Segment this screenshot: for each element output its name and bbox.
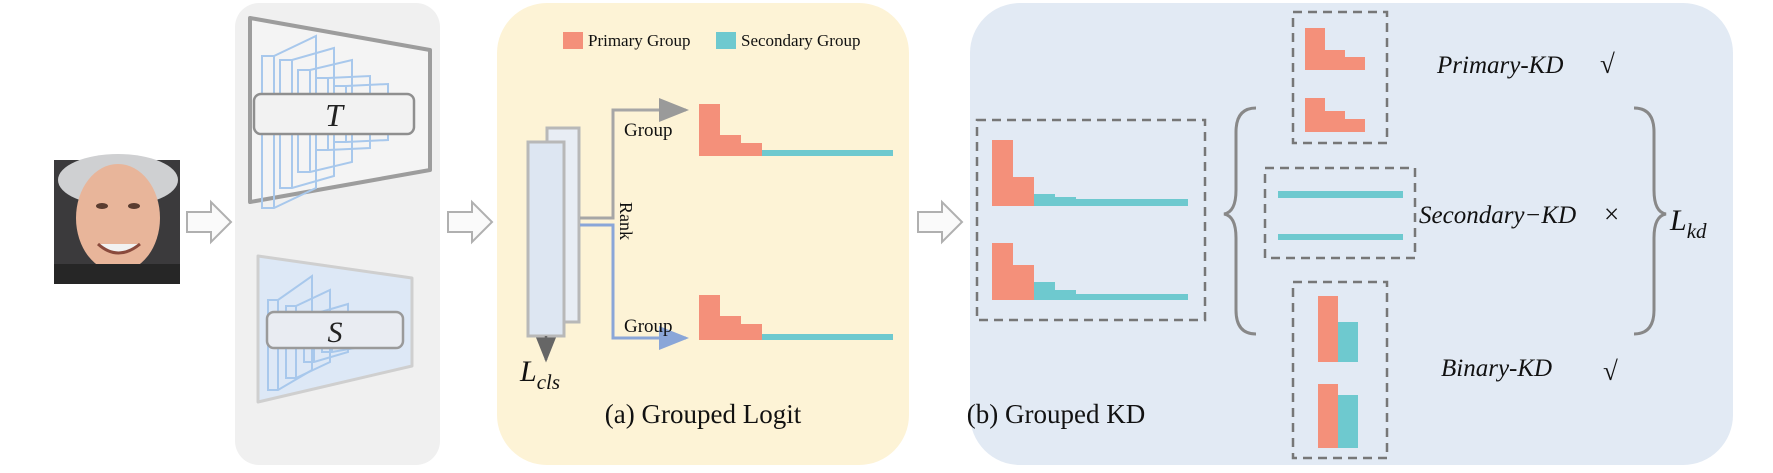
primary-kd-teacher — [1305, 28, 1365, 70]
binary-kd-box — [1291, 280, 1389, 460]
primary-kd-mark: √ — [1600, 49, 1615, 79]
teacher-network: T — [248, 16, 432, 209]
legend-secondary-swatch — [716, 32, 736, 49]
loss-cls-label: Lcls — [519, 355, 560, 394]
legend-secondary-label: Secondary Group — [741, 31, 860, 50]
full-distribution-student — [992, 243, 1188, 300]
teacher-label: T — [325, 97, 345, 133]
flow-arrow-3 — [917, 199, 964, 245]
student-network: S — [256, 254, 414, 404]
secondary-kd-student — [1278, 234, 1403, 240]
binary-kd-student — [1318, 384, 1358, 448]
full-distribution-teacher — [992, 140, 1188, 206]
logit-vector — [526, 126, 581, 338]
secondary-kd-mark: × — [1604, 199, 1619, 229]
grouped-kd-caption: (b) Grouped KD — [967, 399, 1145, 429]
flow-arrow-2 — [447, 199, 494, 245]
logit-histogram-student — [699, 295, 893, 340]
secondary-kd-teacher — [1278, 191, 1403, 198]
primary-kd-label: Primary-KD — [1436, 52, 1563, 79]
flow-arrow-1 — [186, 199, 233, 245]
secondary-kd-label: Secondary−KD — [1419, 202, 1576, 229]
primary-kd-student — [1305, 98, 1365, 132]
rank-label: Rank — [616, 202, 636, 240]
legend-primary-label: Primary Group — [588, 31, 690, 50]
logit-histogram-teacher — [699, 104, 893, 156]
full-distribution-box — [975, 118, 1207, 322]
binary-kd-teacher — [1318, 296, 1358, 362]
group-label-top: Group — [624, 120, 673, 141]
legend: Primary Group Secondary Group — [563, 31, 860, 50]
group-label-bottom: Group — [624, 316, 673, 337]
rank-connectors — [580, 98, 689, 350]
grouped-logit-panel — [497, 3, 909, 465]
input-face-image — [54, 154, 180, 284]
secondary-kd-box — [1263, 166, 1417, 260]
left-brace — [1223, 106, 1257, 336]
legend-primary-swatch — [563, 32, 583, 49]
primary-kd-box — [1291, 10, 1389, 145]
grouped-logit-caption: (a) Grouped Logit — [605, 399, 802, 429]
loss-kd-label: Lkd — [1669, 204, 1707, 243]
binary-kd-mark: √ — [1603, 356, 1618, 386]
right-brace — [1633, 106, 1667, 336]
binary-kd-label: Binary-KD — [1441, 355, 1552, 382]
student-label: S — [328, 316, 343, 349]
